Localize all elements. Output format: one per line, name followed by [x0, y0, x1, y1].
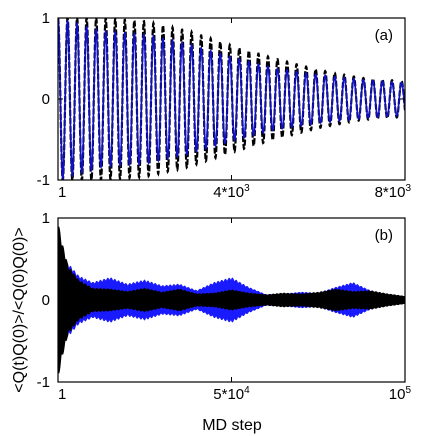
y-tick-label: 0 — [42, 91, 50, 108]
x-tick-label: 1 — [58, 386, 66, 403]
panel-a: 1 4*103 8*103 1 0 -1 (a) — [37, 10, 412, 201]
y-tick-label: -1 — [37, 374, 50, 391]
x-tick-label: 105 — [389, 385, 412, 403]
y-tick-label: 1 — [42, 210, 50, 227]
y-tick-label: -1 — [37, 172, 50, 189]
x-tick-label: 1 — [58, 184, 66, 201]
y-tick-label: 1 — [42, 10, 50, 27]
x-tick-label: 4*103 — [213, 183, 250, 201]
plot-area-1 — [58, 226, 405, 374]
x-tick-label: 5*104 — [213, 385, 250, 403]
panel-label: (b) — [375, 227, 393, 244]
y-tick-label: 0 — [42, 292, 50, 309]
x-tick-label: 8*103 — [375, 183, 412, 201]
x-axis-title: MD step — [202, 417, 262, 434]
panel-b: 1 5*104 105 1 0 -1 (b) — [37, 210, 412, 403]
panel-label: (a) — [375, 27, 393, 44]
plot-area-0 — [58, 18, 405, 180]
series-line-1 — [58, 18, 405, 180]
y-axis-title: <Q(t)Q(0)>/<Q(0)Q(0)> — [11, 227, 28, 392]
series-band-1 — [58, 226, 405, 374]
